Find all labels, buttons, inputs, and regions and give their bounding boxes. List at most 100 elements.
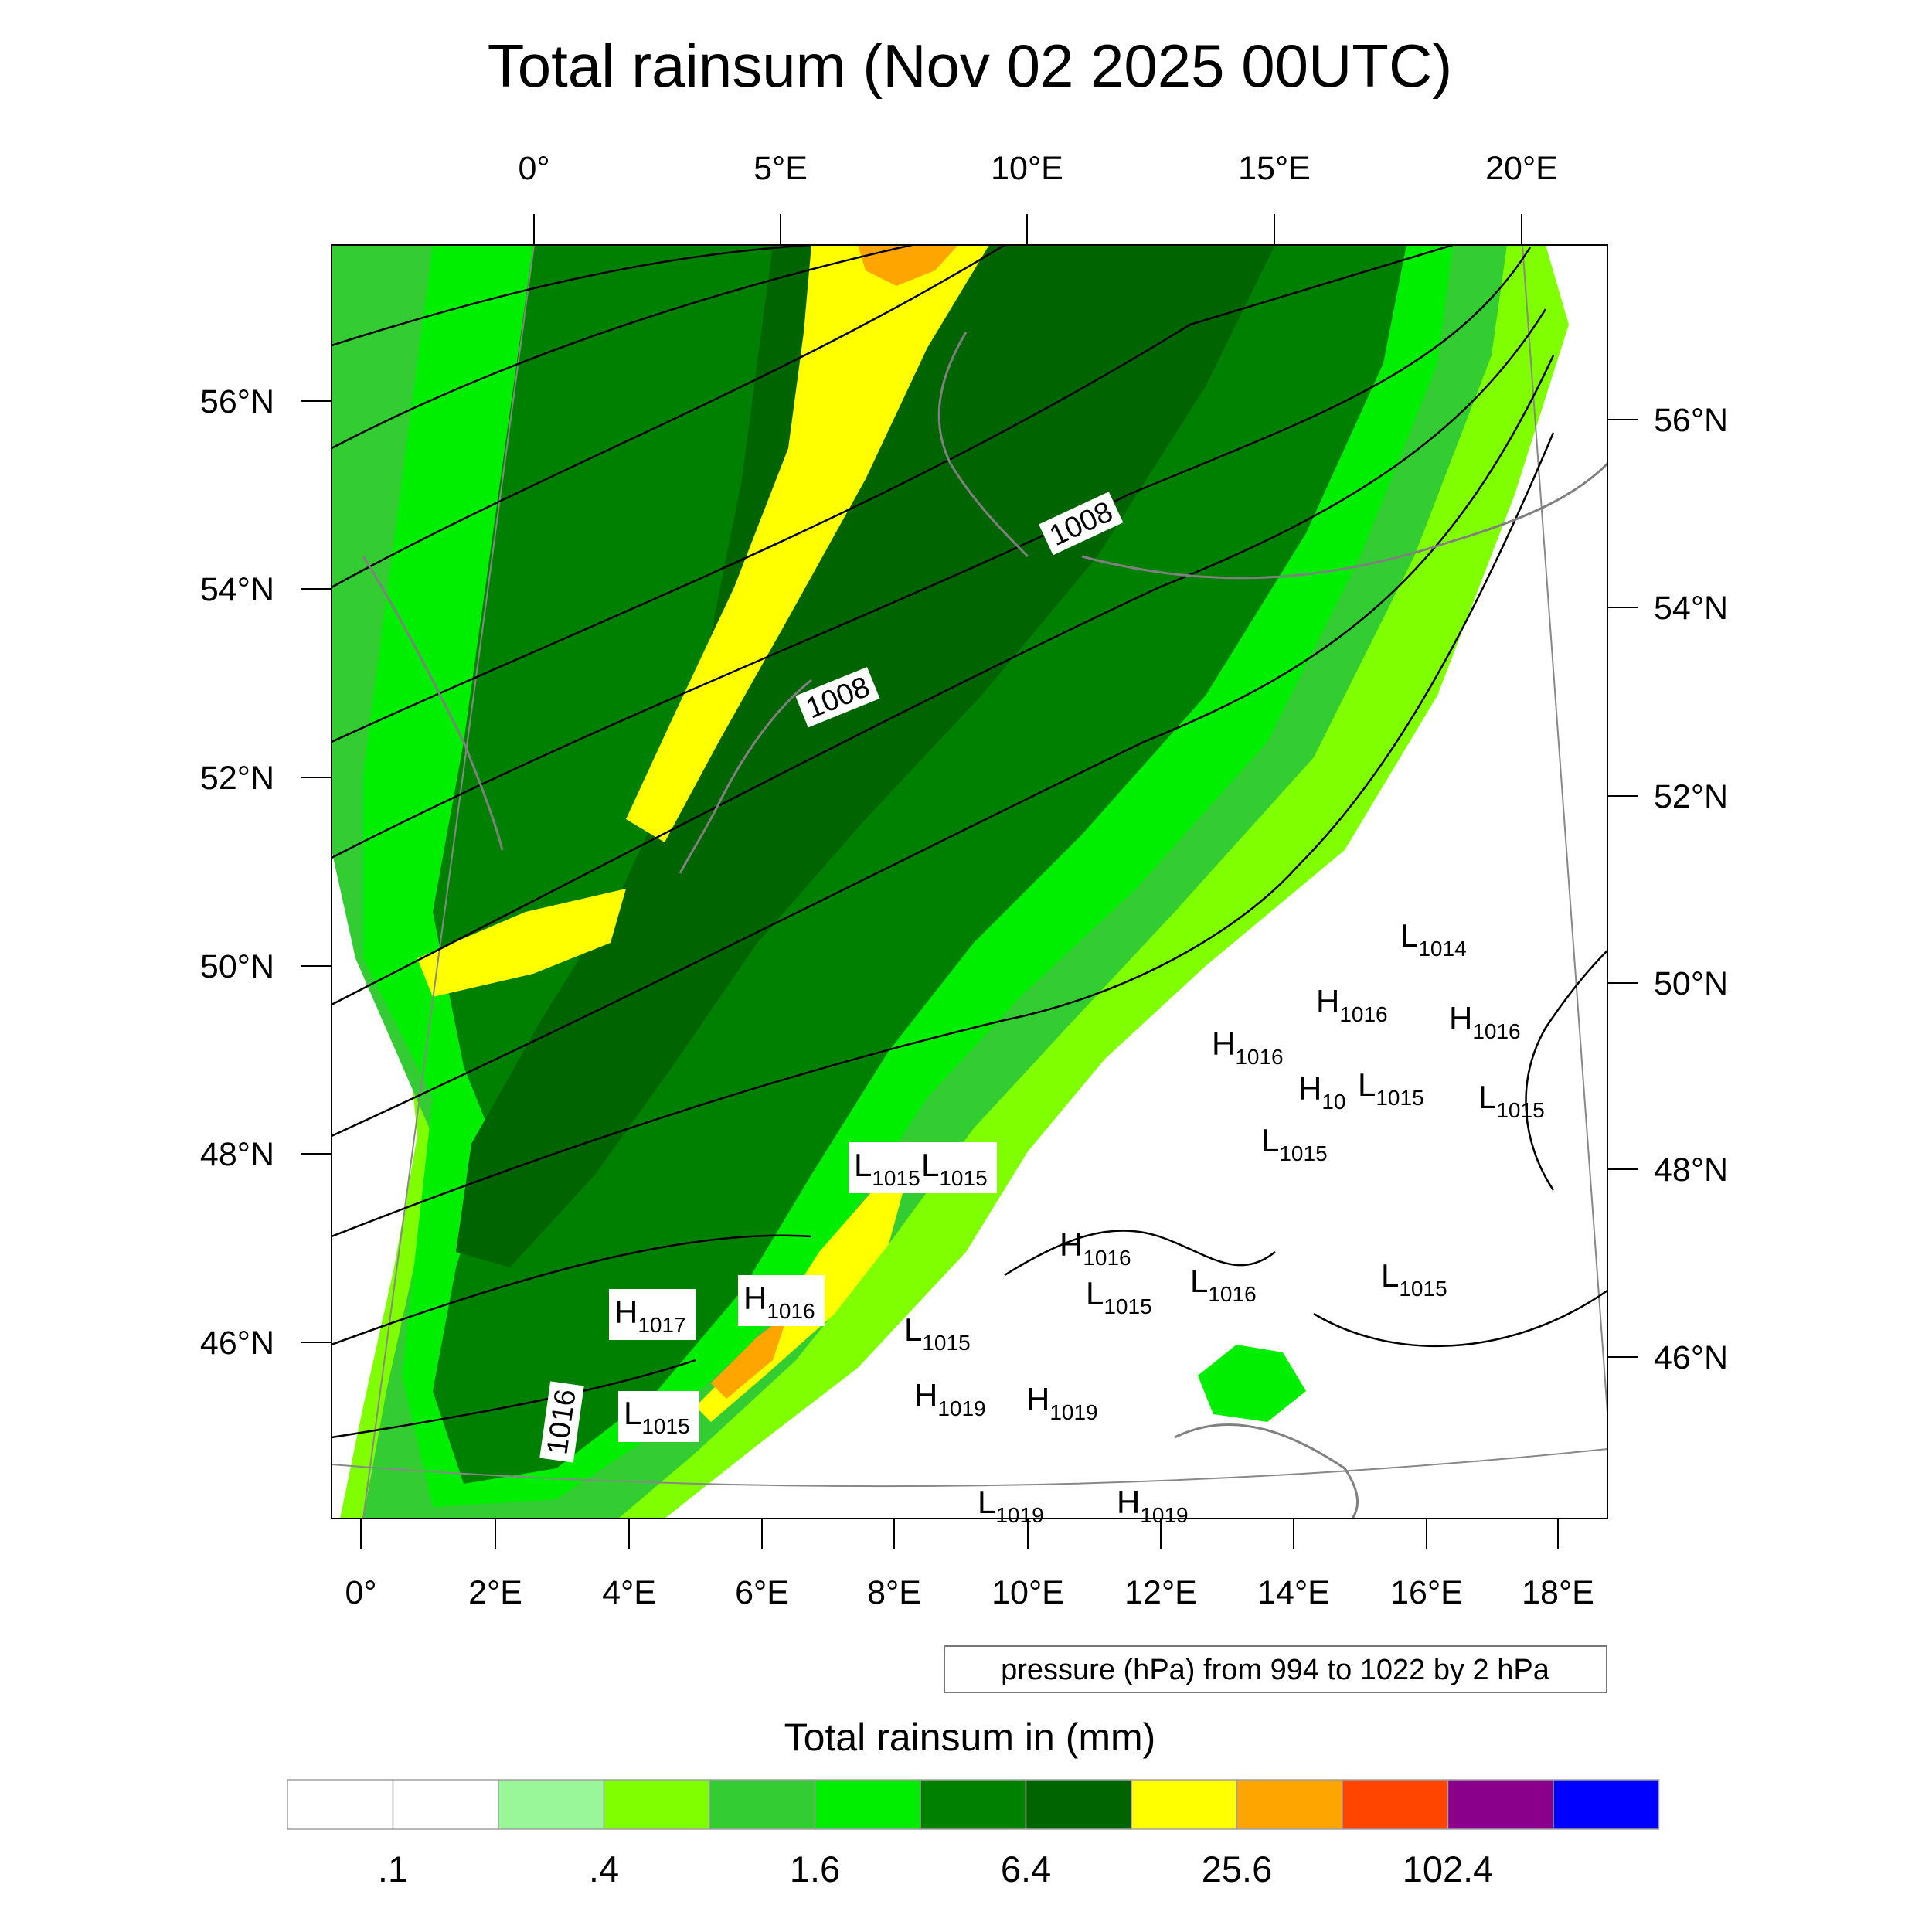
colorbar-cell [1342, 1779, 1449, 1830]
colorbar-label: .1 [378, 1849, 408, 1889]
pressure-marker: L1015 [624, 1395, 690, 1438]
pressure-marker: L1015 [1478, 1079, 1545, 1122]
map-title: Total rainsum (Nov 02 2025 00UTC) [488, 32, 1453, 100]
pressure-marker: H1017 [614, 1294, 686, 1337]
isobar-1 [332, 245, 812, 347]
lat-label-right: 46°N [1654, 1339, 1728, 1376]
pressure-marker: L1015 [1261, 1122, 1328, 1165]
lon-label-top: 10°E [991, 150, 1063, 187]
lon-label-bottom: 14°E [1257, 1574, 1330, 1611]
lat-label-right: 50°N [1654, 965, 1728, 1002]
isobar-label-2-bg [795, 667, 880, 728]
pressure-marker: L1014 [1400, 917, 1467, 961]
colorbar-cells [287, 1779, 1660, 1830]
pressure-marker: H1016 [1060, 1226, 1131, 1270]
lat-label-left: 48°N [200, 1136, 274, 1173]
colorbar-cell [392, 1779, 499, 1830]
pressure-marker: L1015 [921, 1147, 988, 1190]
pressure-marker-bg [618, 1391, 699, 1442]
pressure-note-text: pressure (hPa) from 994 to 1022 by 2 hPa [1001, 1654, 1550, 1686]
colorbar-cell [814, 1779, 921, 1830]
colorbar-cell [1447, 1779, 1554, 1830]
graticule-lon-20 [1522, 245, 1607, 1423]
colorbar-cell [709, 1779, 816, 1830]
lat-label-right: 48°N [1654, 1151, 1728, 1189]
colorbar-label: 6.4 [1001, 1849, 1051, 1889]
pressure-marker: H10 [1298, 1070, 1346, 1114]
pressure-marker: L1015 [1358, 1066, 1424, 1110]
coastline-adriatic [1174, 1423, 1359, 1519]
colorbar-label: 102.4 [1403, 1849, 1494, 1889]
isobar-label-1-bg [1039, 492, 1124, 556]
coastline-netherlands [679, 679, 812, 874]
pressure-marker: H1016 [743, 1280, 815, 1323]
colorbar-cell [287, 1779, 394, 1830]
rain-band-yellow-south [417, 889, 626, 997]
colorbar-label: 1.6 [790, 1849, 840, 1889]
rain-field [332, 245, 1569, 1519]
pressure-marker: L1015 [1381, 1257, 1447, 1301]
pressure-marker-bg [916, 1142, 997, 1193]
graticule [332, 245, 1607, 1519]
lon-label-bottom: 0° [345, 1574, 376, 1611]
rain-band-orange-alps [711, 1314, 788, 1399]
isobar-label-3: 1016 [539, 1381, 584, 1463]
lat-label-left: 46°N [200, 1325, 274, 1362]
right-latitude-labels: 56°N 54°N 52°N 50°N 48°N 46°N [1654, 402, 1728, 1376]
pressure-markers: L1014 H1016 H1016 H1016 H10 L1015 L1015 … [609, 917, 1545, 1527]
pressure-marker: L1019 [978, 1484, 1044, 1527]
pressure-marker: L1015 [854, 1147, 920, 1190]
top-longitude-labels: 0° 5°E 10°E 15°E 20°E [518, 150, 1557, 187]
lon-label-bottom: 2°E [468, 1574, 522, 1611]
lon-label-bottom: 6°E [735, 1574, 789, 1611]
graticule-lon-0 [362, 245, 535, 1519]
pressure-note-box [944, 1645, 1607, 1693]
graticule-lat-44 [332, 1448, 1607, 1488]
pressure-note: pressure (hPa) from 994 to 1022 by 2 hPa [944, 1645, 1607, 1693]
pressure-marker: H1019 [914, 1377, 986, 1420]
colorbar-title: Total rainsum in (mm) [784, 1716, 1156, 1759]
lat-label-left: 52°N [200, 760, 274, 797]
coastline-britain [362, 556, 504, 851]
left-latitude-labels: 56°N 54°N 52°N 50°N 48°N 46°N [200, 383, 274, 1362]
rain-patch-slovenia [1198, 1345, 1306, 1422]
pressure-marker: H1016 [1316, 983, 1388, 1026]
isobar-10 [332, 1359, 696, 1439]
lon-label-bottom: 12°E [1124, 1574, 1197, 1611]
lat-label-right: 52°N [1654, 778, 1728, 815]
rain-band-yellow [626, 245, 989, 842]
isobar-4 [332, 245, 1454, 743]
pressure-marker-bg [609, 1289, 696, 1340]
isobar-13 [1004, 1230, 1276, 1277]
isobar-3 [332, 245, 1005, 589]
lat-label-left: 54°N [200, 571, 274, 608]
lon-label-bottom: 10°E [992, 1574, 1064, 1611]
colorbar: Total rainsum in (mm) .1 .4 1.6 6.4 25.6 102.… [287, 1716, 1660, 1889]
lat-label-right: 56°N [1654, 402, 1728, 439]
map-panel: 1008 1008 1016 L1014 H1016 H1016 H1016 H… [200, 150, 1728, 1693]
lat-label-left: 50°N [200, 948, 274, 985]
pressure-marker: L1016 [1190, 1263, 1257, 1306]
tick-marks [301, 214, 1638, 1549]
pressure-marker: H1016 [1212, 1026, 1284, 1069]
colorbar-labels: .1 .4 1.6 6.4 25.6 102.4 [378, 1849, 1493, 1889]
rain-band-darkest-green [456, 245, 1275, 1267]
colorbar-label: 25.6 [1202, 1849, 1272, 1889]
coastlines [362, 332, 1607, 1519]
pressure-marker: H1019 [1117, 1484, 1189, 1527]
pressure-marker: L1015 [904, 1311, 971, 1355]
lon-label-top: 20°E [1485, 150, 1558, 187]
lat-label-left: 56°N [200, 383, 274, 420]
colorbar-cell [920, 1779, 1027, 1830]
colorbar-cell [603, 1779, 710, 1830]
colorbar-label: .4 [589, 1849, 619, 1889]
lon-label-bottom: 18°E [1522, 1574, 1594, 1611]
isobar-6 [332, 308, 1547, 1006]
isobar-2 [332, 245, 913, 450]
colorbar-cell [498, 1779, 605, 1830]
colorbar-cell [1236, 1779, 1343, 1830]
colorbar-cell [1553, 1779, 1660, 1830]
lon-label-bottom: 16°E [1390, 1574, 1463, 1611]
bottom-longitude-labels: 0° 2°E 4°E 6°E 8°E 10°E 12°E 14°E 16°E 1… [345, 1574, 1594, 1611]
colorbar-cell [1131, 1779, 1238, 1830]
